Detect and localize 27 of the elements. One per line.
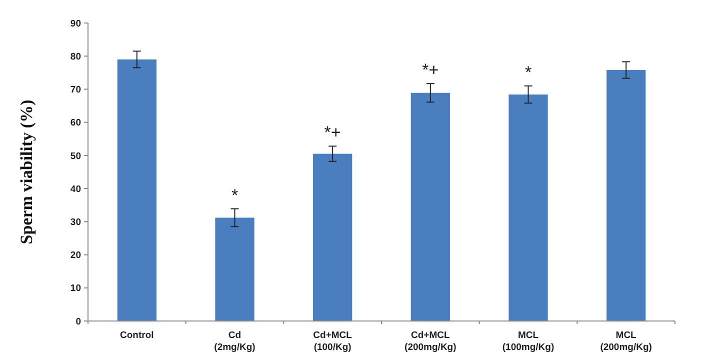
y-tick-label: 50 <box>70 150 81 162</box>
x-tick-label: Control <box>120 330 154 341</box>
y-tick-label: 20 <box>70 250 81 262</box>
y-axis-title: Sperm viability (%) <box>17 100 36 244</box>
x-tick-label: MCL (200mg/Kg) <box>600 330 652 353</box>
bar <box>117 59 156 321</box>
y-tick-label: 40 <box>70 184 81 195</box>
x-tick-label: Cd+MCL (100/Kg) <box>313 330 352 353</box>
bar <box>215 218 254 321</box>
annotation: *+ <box>422 60 439 80</box>
y-tick-label: 80 <box>70 51 81 62</box>
bar <box>410 92 450 321</box>
x-tick-label: Cd+MCL (200mg/Kg) <box>404 330 456 353</box>
bar <box>313 154 352 321</box>
annotation: * <box>524 62 532 82</box>
y-tick-label: 0 <box>76 316 81 328</box>
y-tick-label: 60 <box>70 118 81 129</box>
y-tick-label: 30 <box>70 216 81 228</box>
x-tick-label: Cd (2mg/Kg) <box>214 330 256 353</box>
bar <box>508 94 548 321</box>
y-tick-label: 70 <box>70 84 81 96</box>
annotation: *+ <box>324 123 341 142</box>
bar <box>606 70 646 321</box>
y-tick-label: 90 <box>70 18 81 30</box>
x-tick-label: MCL (100mg/Kg) <box>502 330 554 353</box>
annotation: * <box>231 186 238 205</box>
y-tick-label: 10 <box>70 283 81 294</box>
